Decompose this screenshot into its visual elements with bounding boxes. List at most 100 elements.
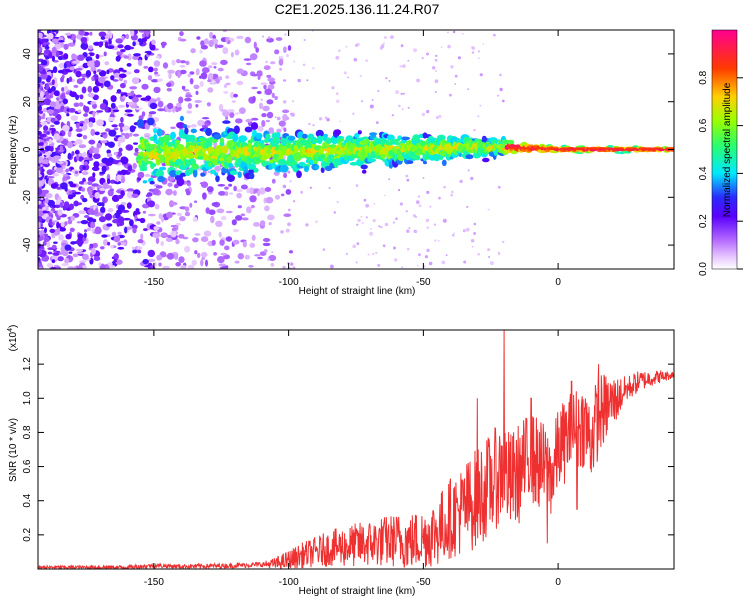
heatmap-cell (78, 210, 87, 215)
heatmap-cell (157, 175, 166, 183)
heatmap-cell (283, 100, 287, 104)
heatmap-cell (302, 133, 308, 139)
heatmap-cell (260, 98, 263, 101)
heatmap-cell (473, 128, 476, 132)
heatmap-cell (55, 51, 60, 58)
heatmap-cell (84, 106, 90, 113)
heatmap-cell (117, 171, 125, 175)
heatmap-cell (103, 80, 111, 88)
heatmap-cell (352, 244, 357, 249)
heatmap-cell (89, 31, 93, 36)
heatmap-cell (82, 135, 88, 140)
heatmap-cell (414, 155, 421, 161)
heatmap-cell (115, 38, 123, 44)
heatmap-cell (326, 117, 330, 122)
heatmap-cell (266, 111, 274, 119)
heatmap-cell (180, 264, 187, 269)
heatmap-cell (315, 129, 324, 138)
heatmap-cell (218, 103, 224, 112)
heatmap-cell (274, 116, 277, 118)
heatmap-cell (218, 76, 223, 81)
heatmap-cell (66, 113, 70, 117)
heatmap-cell (107, 262, 113, 266)
heatmap-cell (206, 102, 211, 107)
heatmap-cell (46, 176, 55, 179)
heatmap-cell (61, 242, 67, 247)
heatmap-cell (243, 58, 252, 61)
heatmap-cell (73, 102, 80, 108)
heatmap-cell (75, 128, 83, 133)
heatmap-cell (241, 217, 249, 221)
heatmap-cell (145, 31, 150, 37)
heatmap-cell (471, 245, 474, 248)
heatmap-cell (39, 90, 44, 99)
heatmap-cell (255, 47, 259, 53)
heatmap-cell (187, 148, 195, 153)
heatmap-cell (262, 242, 271, 247)
heatmap-cell (251, 73, 258, 77)
heatmap-cell (454, 83, 457, 85)
heatmap-cell (56, 266, 61, 269)
heatmap-cell (70, 115, 79, 121)
heatmap-cell (223, 91, 229, 94)
heatmap-cell (51, 38, 60, 44)
heatmap-cell (233, 125, 240, 134)
heatmap-cell (236, 68, 244, 74)
heatmap-cell (124, 226, 128, 234)
heatmap-cell (246, 187, 250, 194)
heatmap-cell (110, 75, 115, 81)
heatmap-cell (238, 135, 248, 143)
heatmap-cell (64, 85, 68, 94)
heatmap-cell (100, 36, 106, 40)
heatmap-cell (96, 119, 104, 127)
heatmap-cell (80, 37, 88, 43)
heatmap-cell (477, 50, 481, 53)
heatmap-cell (67, 141, 73, 149)
heatmap-cell (65, 91, 70, 95)
heatmap-cell (232, 228, 240, 233)
heatmap-cell (170, 126, 176, 130)
heatmap-cell (122, 125, 130, 131)
heatmap-cell (133, 69, 140, 74)
heatmap-cell (42, 210, 48, 214)
heatmap-cell (195, 104, 199, 108)
colorbar-tick-label: 0.4 (698, 166, 709, 180)
heatmap-cell (357, 130, 362, 135)
heatmap-cell (255, 132, 263, 139)
heatmap-cell (43, 125, 49, 132)
heatmap-cell (77, 233, 84, 241)
heatmap-cell (457, 56, 461, 60)
heatmap-cell (92, 103, 97, 109)
heatmap-cell (184, 211, 191, 217)
heatmap-cell (122, 95, 126, 99)
heatmap-cell (38, 169, 41, 175)
heatmap-cell (93, 60, 101, 68)
heatmap-cell (174, 254, 179, 260)
heatmap-cell (462, 229, 466, 233)
heatmap-cell (93, 256, 101, 261)
heatmap-cell (38, 141, 44, 147)
heatmap-cell (258, 187, 266, 195)
heatmap-cell (106, 223, 113, 227)
heatmap-cell (116, 151, 123, 157)
heatmap-cell (167, 102, 174, 110)
heatmap-cell (276, 116, 281, 121)
heatmap-cells (38, 30, 674, 269)
heatmap-cell (412, 214, 416, 218)
heatmap-cell (370, 227, 372, 230)
heatmap-cell (91, 247, 96, 255)
heatmap-cell (58, 234, 64, 241)
heatmap-cell (45, 56, 50, 60)
heatmap-cell (225, 82, 231, 86)
heatmap-cell (119, 73, 127, 79)
heatmap-cell (217, 67, 224, 72)
heatmap-cell (59, 202, 64, 208)
heatmap-cell (402, 64, 406, 68)
heatmap-cell (79, 94, 84, 100)
heatmap-cell (139, 38, 143, 46)
heatmap-cell (227, 109, 235, 113)
heatmap-cell (38, 210, 44, 217)
heatmap-cell (417, 253, 421, 257)
heatmap-cell (449, 93, 452, 97)
